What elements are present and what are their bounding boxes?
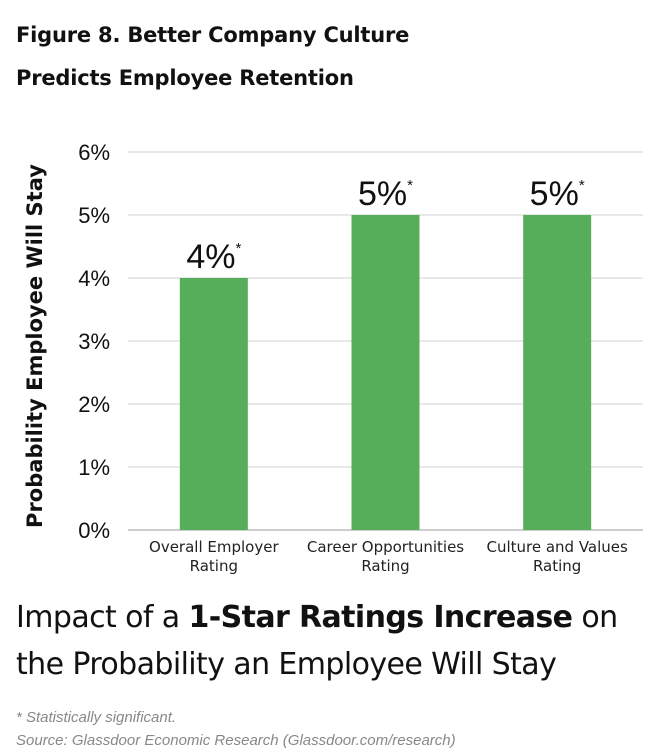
significance-marker: *	[407, 177, 413, 194]
caption-bold: 1-Star Ratings Increase	[188, 600, 573, 635]
bar	[179, 278, 248, 530]
data-label: 5%*	[530, 175, 585, 213]
bar	[523, 215, 592, 530]
y-tick-label: 2%	[78, 392, 110, 417]
caption-before: Impact of a	[16, 600, 189, 635]
y-tick-label: 0%	[78, 518, 110, 543]
data-label: 4%*	[186, 238, 241, 276]
y-tick-label: 4%	[78, 266, 110, 291]
x-tick-label: Career Opportunities	[307, 538, 464, 556]
x-tick-label: Rating	[361, 557, 409, 575]
footnotes: * Statistically significant. Source: Gla…	[16, 706, 656, 752]
figure-title-line-1: Figure 8. Better Company Culture	[16, 23, 410, 47]
bar	[351, 215, 420, 530]
figure-title-line-2: Predicts Employee Retention	[16, 66, 354, 90]
significance-marker: *	[579, 177, 585, 194]
x-tick-label: Rating	[533, 557, 581, 575]
bars	[179, 215, 592, 530]
y-tick-label: 6%	[78, 140, 110, 165]
chart-caption: Impact of a 1-Star Ratings Increase on t…	[16, 594, 656, 688]
x-tick-label: Overall Employer	[149, 538, 279, 556]
data-labels: 4%* 5%* 5%*	[186, 175, 584, 276]
significance-note: * Statistically significant.	[16, 709, 177, 726]
y-axis-ticks: 0% 1% 2% 3% 4% 5% 6%	[78, 140, 110, 543]
figure-title: Figure 8. Better Company Culture Predict…	[16, 14, 636, 100]
y-tick-label: 5%	[78, 203, 110, 228]
significance-marker: *	[235, 240, 241, 257]
source-note: Source: Glassdoor Economic Research (Gla…	[16, 732, 456, 749]
x-tick-label: Culture and Values	[486, 538, 628, 556]
x-tick-label: Rating	[190, 557, 238, 575]
bar-chart: 0% 1% 2% 3% 4% 5% 6% Probability Employee Will…	[23, 140, 643, 575]
y-axis-label: Probability Employee Will Stay	[23, 164, 47, 528]
data-label: 5%*	[358, 175, 413, 213]
caption-after: on the Probability an Employee Will Stay	[16, 600, 618, 682]
y-tick-label: 3%	[78, 329, 110, 354]
y-tick-label: 1%	[78, 455, 110, 480]
